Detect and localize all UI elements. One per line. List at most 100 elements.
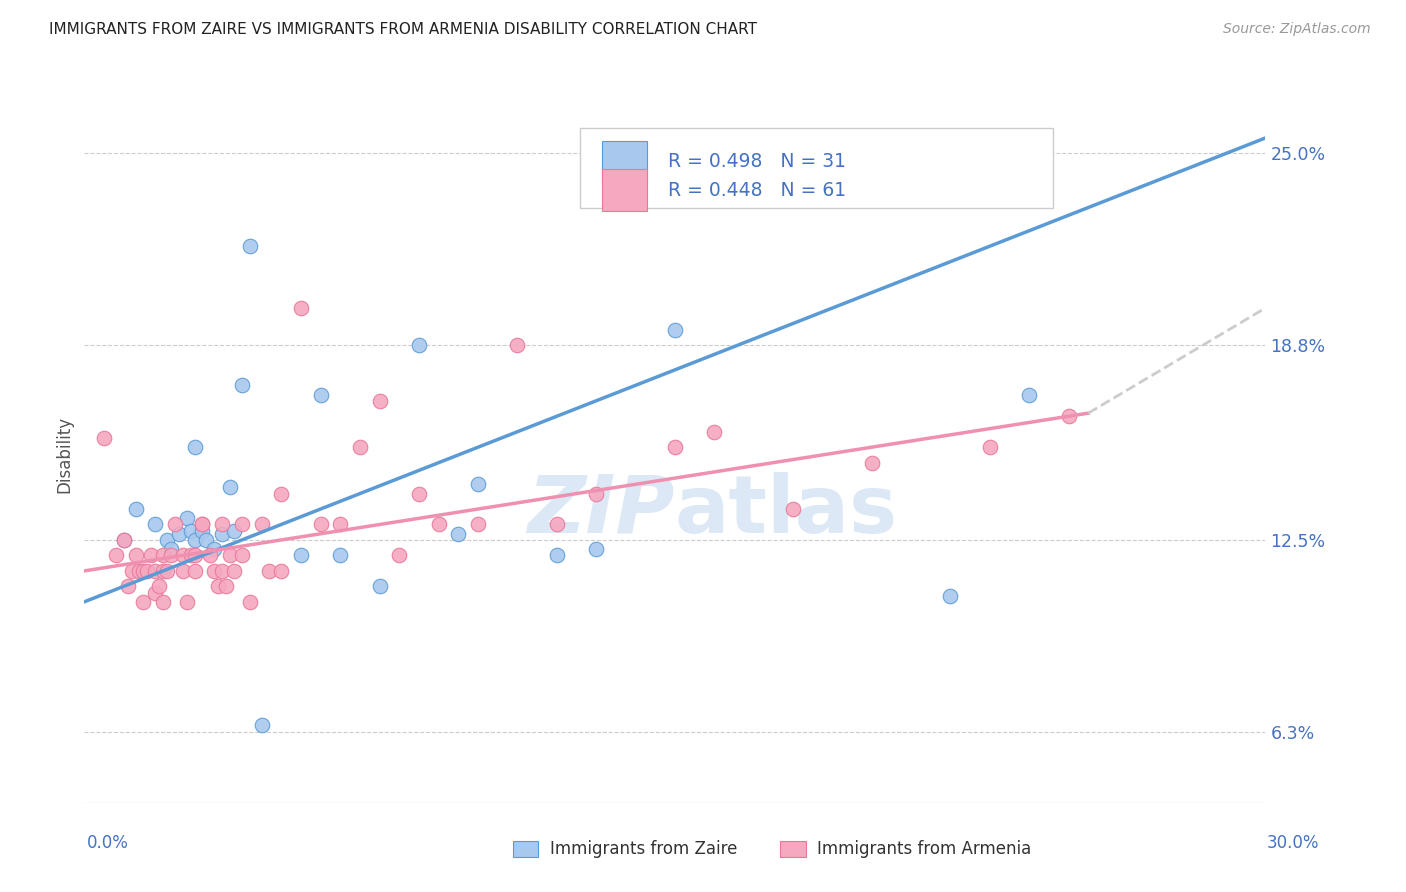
Point [136, 564, 159, 578]
Point [349, 440, 371, 454]
Point [200, 549, 222, 563]
Point [176, 511, 198, 525]
Point [183, 549, 205, 563]
Text: Immigrants from Armenia: Immigrants from Armenia [817, 840, 1031, 858]
Point [408, 338, 430, 352]
Point [191, 517, 214, 532]
Text: Source: ZipAtlas.com: Source: ZipAtlas.com [1223, 22, 1371, 37]
Text: 0.0%: 0.0% [87, 834, 129, 852]
Point [290, 549, 312, 563]
Point [141, 549, 163, 563]
Point [183, 440, 205, 454]
Point [180, 524, 202, 538]
Point [211, 517, 233, 532]
Point [160, 542, 183, 557]
Point [172, 564, 194, 578]
Point [703, 425, 725, 439]
Point [152, 549, 174, 563]
Point [191, 517, 214, 532]
FancyBboxPatch shape [602, 141, 647, 182]
Point [202, 564, 225, 578]
Point [270, 486, 292, 500]
Point [183, 533, 205, 547]
Point [93, 431, 115, 445]
Point [782, 502, 804, 516]
Text: Immigrants from Zaire: Immigrants from Zaire [550, 840, 737, 858]
Point [1018, 387, 1040, 401]
Point [132, 564, 155, 578]
Point [239, 239, 262, 253]
Point [467, 477, 489, 491]
Point [664, 323, 686, 337]
Text: IMMIGRANTS FROM ZAIRE VS IMMIGRANTS FROM ARMENIA DISABILITY CORRELATION CHART: IMMIGRANTS FROM ZAIRE VS IMMIGRANTS FROM… [49, 22, 758, 37]
Point [368, 579, 391, 593]
FancyBboxPatch shape [513, 841, 538, 857]
Point [231, 549, 253, 563]
Point [309, 517, 332, 532]
Text: R = 0.448   N = 61: R = 0.448 N = 61 [668, 181, 846, 200]
Point [219, 480, 242, 494]
Point [309, 387, 332, 401]
Point [117, 579, 139, 593]
Point [183, 564, 205, 578]
Point [231, 517, 253, 532]
Point [664, 440, 686, 454]
Point [219, 549, 242, 563]
Point [143, 517, 166, 532]
Point [860, 456, 883, 470]
Point [506, 338, 529, 352]
Point [215, 579, 238, 593]
Point [329, 517, 352, 532]
FancyBboxPatch shape [602, 169, 647, 211]
Point [447, 526, 470, 541]
Point [167, 526, 190, 541]
Point [124, 549, 146, 563]
Point [222, 564, 245, 578]
Point [160, 549, 183, 563]
Point [250, 517, 273, 532]
Text: R = 0.498   N = 31: R = 0.498 N = 31 [668, 152, 846, 171]
Point [222, 524, 245, 538]
Point [156, 564, 179, 578]
FancyBboxPatch shape [780, 841, 806, 857]
Point [112, 533, 135, 547]
Point [211, 526, 233, 541]
Point [132, 595, 155, 609]
Point [207, 579, 229, 593]
Point [270, 564, 292, 578]
Point [152, 564, 174, 578]
Point [329, 549, 352, 563]
Point [546, 517, 568, 532]
Point [143, 585, 166, 599]
Point [152, 595, 174, 609]
Point [290, 301, 312, 315]
Text: atlas: atlas [675, 472, 898, 549]
Point [156, 533, 179, 547]
Point [368, 393, 391, 408]
Point [239, 595, 262, 609]
Point [148, 579, 170, 593]
Point [143, 564, 166, 578]
Point [250, 718, 273, 732]
Point [124, 502, 146, 516]
Point [180, 549, 202, 563]
Y-axis label: Disability: Disability [55, 417, 73, 493]
Point [172, 549, 194, 563]
Point [104, 549, 127, 563]
Point [195, 533, 218, 547]
Point [121, 564, 143, 578]
Point [1057, 409, 1080, 424]
Point [408, 486, 430, 500]
Point [202, 542, 225, 557]
Point [388, 549, 411, 563]
Point [585, 542, 607, 557]
Point [259, 564, 281, 578]
Point [467, 517, 489, 532]
Text: 30.0%: 30.0% [1267, 834, 1319, 852]
Point [427, 517, 450, 532]
Point [939, 589, 962, 603]
Point [191, 524, 214, 538]
Point [546, 549, 568, 563]
FancyBboxPatch shape [581, 128, 1053, 208]
Point [128, 564, 150, 578]
